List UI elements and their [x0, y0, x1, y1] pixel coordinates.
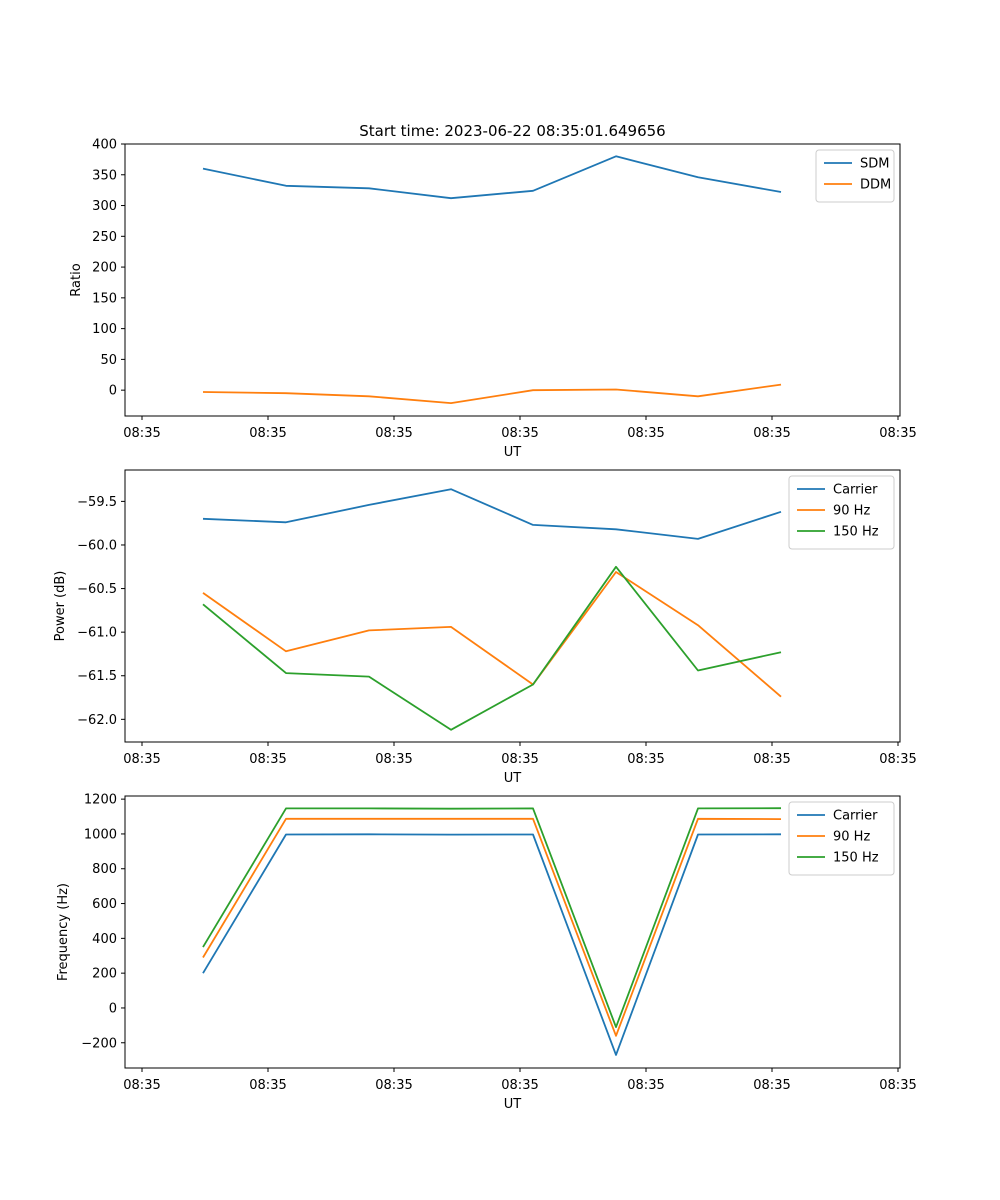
- series-line-carrier: [202, 833, 782, 1056]
- y-tick-label: −62.0: [77, 713, 117, 728]
- axes-frame: [124, 143, 901, 417]
- legend-label: Carrier: [833, 483, 878, 498]
- x-tick-label: 08:35: [375, 1078, 412, 1093]
- x-tick-label: 08:35: [123, 426, 160, 441]
- x-tick-label: 08:35: [375, 752, 412, 767]
- x-tick-label: 08:35: [879, 752, 916, 767]
- axes-frame: [124, 469, 901, 743]
- x-tick-label: 08:35: [501, 752, 538, 767]
- legend-label: DDM: [860, 178, 891, 193]
- y-tick-label: 0: [109, 384, 117, 399]
- x-tick-label: 08:35: [249, 752, 286, 767]
- x-axis-label: UT: [504, 445, 522, 460]
- x-tick-label: 08:35: [879, 1078, 916, 1093]
- legend-label: 150 Hz: [833, 851, 879, 866]
- legend-label: Carrier: [833, 809, 878, 824]
- series-line-90-hz: [202, 571, 782, 698]
- y-tick-label: 600: [92, 897, 117, 912]
- y-tick-label: −200: [81, 1036, 117, 1051]
- chart-panel-2: −62.0 −61.5 −61.0 −60.5 −60.0 −59.5 08:35 08:35…: [53, 469, 917, 786]
- y-tick-label: 50: [100, 353, 117, 368]
- x-tick-label: 08:35: [753, 426, 790, 441]
- y-axis-label: Frequency (Hz): [56, 883, 71, 981]
- x-axis-label: UT: [504, 1097, 522, 1112]
- y-tick-label: −59.5: [77, 495, 117, 510]
- series-line-sdm: [202, 155, 782, 200]
- x-tick-label: 08:35: [627, 1078, 664, 1093]
- legend-label: 90 Hz: [833, 830, 870, 845]
- y-tick-label: 800: [92, 862, 117, 877]
- legend-label: SDM: [860, 157, 889, 172]
- y-tick-label: −61.5: [77, 669, 117, 684]
- x-tick-label: 08:35: [249, 426, 286, 441]
- legend: Carrier 90 Hz 150 Hz: [788, 801, 895, 876]
- legend: SDM DDM: [815, 149, 895, 203]
- x-axis-label: UT: [504, 771, 522, 786]
- y-tick-label: 400: [92, 138, 117, 153]
- y-axis-label: Power (dB): [53, 571, 68, 642]
- y-tick-label: 100: [92, 322, 117, 337]
- x-tick-label: 08:35: [879, 426, 916, 441]
- legend: Carrier 90 Hz 150 Hz: [788, 475, 895, 550]
- x-tick-label: 08:35: [123, 1078, 160, 1093]
- legend-label: 90 Hz: [833, 504, 870, 519]
- y-axis-label: Ratio: [69, 263, 84, 296]
- y-tick-label: 300: [92, 199, 117, 214]
- y-tick-label: −61.0: [77, 626, 117, 641]
- x-tick-label: 08:35: [501, 426, 538, 441]
- series-line-150-hz: [202, 565, 782, 731]
- x-tick-label: 08:35: [501, 1078, 538, 1093]
- series-line-150-hz: [202, 807, 782, 1028]
- x-tick-label: 08:35: [123, 752, 160, 767]
- y-tick-label: 250: [92, 230, 117, 245]
- figure-title: Start time: 2023-06-22 08:35:01.649656: [359, 122, 665, 140]
- x-tick-label: 08:35: [249, 1078, 286, 1093]
- y-tick-label: 0: [109, 1001, 117, 1016]
- x-tick-label: 08:35: [375, 426, 412, 441]
- y-tick-label: 1000: [84, 827, 117, 842]
- series-line-carrier: [202, 488, 782, 540]
- y-tick-label: 200: [92, 967, 117, 982]
- series-line-90-hz: [202, 817, 782, 1037]
- legend-label: 150 Hz: [833, 525, 879, 540]
- y-tick-label: 150: [92, 291, 117, 306]
- y-tick-label: −60.0: [77, 538, 117, 553]
- x-tick-label: 08:35: [753, 752, 790, 767]
- y-tick-label: 200: [92, 261, 117, 276]
- x-tick-label: 08:35: [627, 426, 664, 441]
- y-tick-label: −60.5: [77, 582, 117, 597]
- x-tick-label: 08:35: [627, 752, 664, 767]
- x-tick-label: 08:35: [753, 1078, 790, 1093]
- y-tick-label: 400: [92, 932, 117, 947]
- chart-panel-1: 0 50 100 150 200 250 300 350 400 08:35 08:35 08:35 0…: [69, 138, 917, 461]
- y-tick-label: 1200: [84, 793, 117, 808]
- series-line-ddm: [202, 383, 782, 405]
- axes-frame: [124, 795, 901, 1069]
- y-tick-label: 350: [92, 168, 117, 183]
- chart-panel-3: −200 0 200 400 600 800 1000 1200 08:35 08:35 08:35…: [56, 793, 917, 1112]
